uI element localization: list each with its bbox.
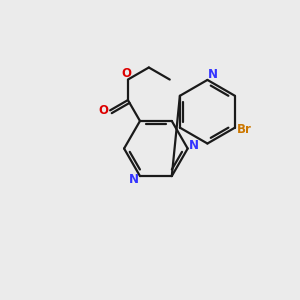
Text: N: N <box>208 68 218 81</box>
Text: N: N <box>189 139 199 152</box>
Text: Br: Br <box>237 124 252 136</box>
Text: N: N <box>128 172 139 185</box>
Text: O: O <box>122 67 131 80</box>
Text: O: O <box>99 104 109 117</box>
